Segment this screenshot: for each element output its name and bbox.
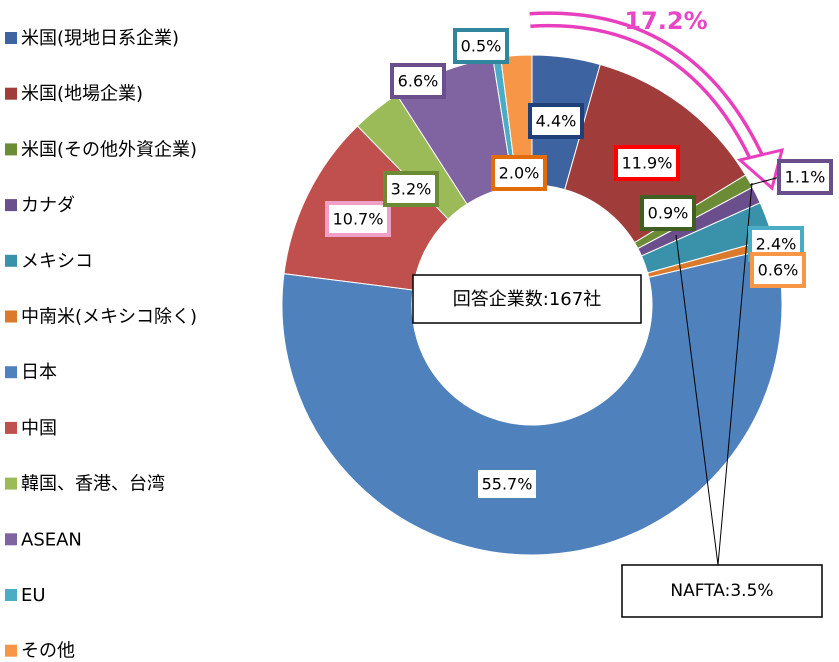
leader-line — [675, 234, 719, 566]
arrow-body — [529, 14, 765, 167]
leader-line — [717, 182, 753, 566]
value-label: 10.7% — [333, 210, 384, 229]
slice — [281, 246, 783, 556]
legend-swatch — [5, 477, 17, 490]
legend-label: その他 — [21, 641, 75, 662]
legend-swatch — [5, 254, 17, 267]
legend-label: 中国 — [21, 418, 57, 439]
value-label-box — [325, 201, 391, 237]
value-label: 6.6% — [398, 72, 439, 91]
legend-label: 米国(現地日系企業) — [21, 28, 179, 49]
value-label: 0.5% — [461, 37, 502, 56]
legend-label: 米国(地場企業) — [21, 84, 143, 105]
leader-line — [749, 176, 781, 186]
nafta-box — [621, 564, 823, 618]
legend-label: 日本 — [21, 362, 57, 383]
value-label-box — [614, 145, 680, 181]
annotation: 回答企業数:167社 — [453, 289, 601, 310]
legend-swatch — [5, 143, 17, 156]
value-label-box — [640, 195, 696, 231]
legend-label: メキシコ — [21, 251, 93, 272]
value-label-box — [390, 63, 446, 99]
value-label: 0.9% — [648, 204, 689, 223]
legend-swatch — [5, 533, 17, 546]
legend-label: ASEAN — [21, 529, 82, 550]
annotation: 17.2% — [624, 7, 707, 35]
legend-swatch — [5, 421, 17, 434]
annotation: NAFTA:3.5% — [670, 581, 773, 601]
value-label: 55.7% — [482, 475, 533, 494]
value-label-box — [383, 171, 439, 207]
value-label: 11.9% — [622, 154, 673, 173]
center-box — [412, 274, 642, 324]
value-label: 0.6% — [758, 261, 799, 280]
legend-swatch — [5, 366, 17, 379]
value-label-box — [453, 28, 509, 64]
legend-swatch — [5, 644, 17, 657]
value-label-box — [491, 155, 547, 191]
legend-swatch — [5, 199, 17, 212]
legend-swatch — [5, 87, 17, 100]
value-label: 2.4% — [756, 235, 797, 254]
legend-label: 韓国、香港、台湾 — [21, 474, 165, 495]
value-label-box — [474, 466, 540, 502]
legend-label: EU — [21, 585, 46, 606]
value-label-box — [528, 103, 584, 139]
value-label: 3.2% — [391, 180, 432, 199]
value-label: 2.0% — [499, 164, 540, 183]
legend-label: 米国(その他外資企業) — [21, 139, 197, 160]
legend-swatch — [5, 589, 17, 601]
legend-swatch — [5, 310, 17, 323]
legend-swatch — [5, 32, 17, 44]
value-label-box — [777, 159, 833, 195]
value-label: 4.4% — [536, 112, 577, 131]
legend-label: 中南米(メキシコ除く) — [21, 307, 197, 328]
value-label: 1.1% — [785, 168, 826, 187]
value-label-box — [750, 252, 806, 288]
legend-label: カナダ — [21, 195, 75, 216]
